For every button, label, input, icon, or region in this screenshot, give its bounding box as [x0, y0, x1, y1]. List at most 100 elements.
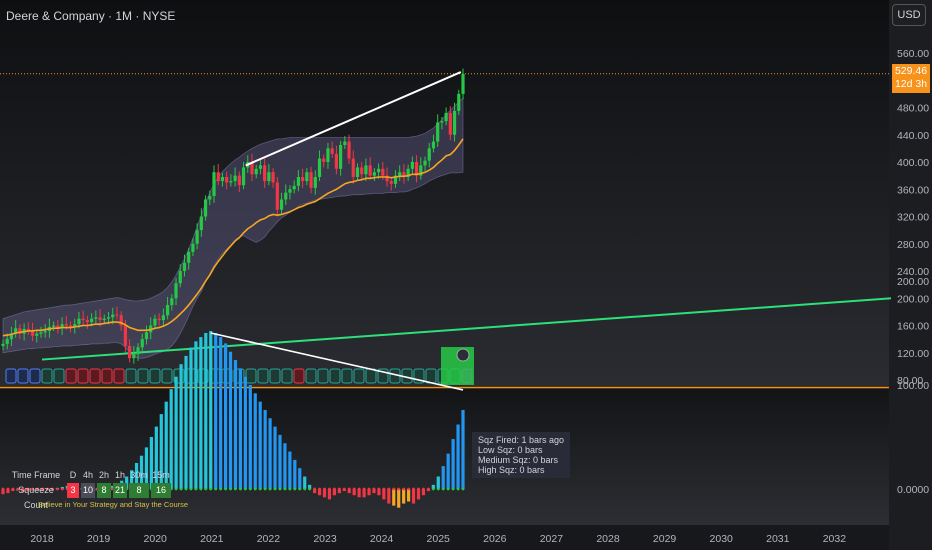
candle [26, 328, 30, 331]
momentum-bar [327, 489, 332, 500]
squeeze-dot [258, 487, 262, 491]
squeeze-count-cell: 3 [67, 483, 79, 498]
squeeze-dot [357, 487, 361, 491]
candle [237, 175, 241, 186]
signal-marker [137, 368, 149, 384]
momentum-bar [337, 489, 341, 494]
price-tick-label: 280.00 [897, 239, 929, 251]
currency-button[interactable]: USD [892, 4, 926, 26]
price-tick-label: 360.00 [897, 184, 929, 196]
momentum-bar [278, 434, 282, 489]
time-tick-label: 2028 [596, 533, 620, 545]
timeframe-cell: 2h [98, 470, 109, 480]
signal-marker [353, 368, 365, 384]
candle [140, 339, 144, 348]
squeeze-dot [1, 487, 5, 491]
squeeze-count-row: Squeeze Count 3 10 8 21 8 16 [6, 483, 188, 510]
momentum-bar [174, 376, 178, 489]
squeeze-dot [16, 487, 20, 491]
squeeze-info-box: Sqz Fired: 1 bars ago Low Sqz: 0 bars Me… [472, 432, 571, 478]
squeeze-dot [377, 487, 381, 491]
momentum-bar [362, 489, 366, 498]
candle [440, 121, 444, 123]
candle [132, 354, 136, 359]
squeeze-dot [342, 487, 346, 491]
momentum-tick-label: 100.00 [897, 380, 929, 392]
candle [284, 192, 288, 200]
squeeze-dot [323, 487, 326, 491]
squeeze-dot [402, 487, 406, 491]
time-tick-label: 2030 [710, 533, 734, 545]
momentum-bar [238, 368, 243, 489]
signal-marker [5, 368, 17, 384]
squeeze-dot [446, 487, 450, 491]
momentum-bar [223, 343, 228, 489]
squeeze-dot [422, 487, 425, 491]
momentum-bar [461, 409, 465, 489]
candle [98, 317, 102, 321]
momentum-bar [372, 489, 376, 494]
signal-marker [257, 368, 269, 384]
signal-marker [125, 368, 137, 384]
momentum-bar [298, 468, 302, 489]
candle [457, 93, 461, 111]
squeeze-dot [229, 487, 232, 491]
momentum-bar [397, 489, 401, 508]
squeeze-dot [461, 487, 465, 491]
squeeze-dot [184, 487, 188, 491]
momentum-bar [149, 437, 153, 489]
signal-marker [365, 368, 377, 384]
support-trendline [41, 297, 892, 361]
squeeze-dot [303, 487, 307, 491]
squeeze-dot [199, 487, 203, 491]
signal-marker [245, 368, 257, 384]
price-tick-label: 240.00 [897, 266, 929, 278]
squeeze-dot [268, 487, 272, 491]
candle [212, 172, 216, 197]
squeeze-dot [298, 487, 302, 491]
momentum-tick-label: 0.0000 [897, 484, 929, 496]
squeeze-table: Time Frame D 4h 2h 1h 30m 15m Squeeze Co… [6, 468, 188, 510]
candle [52, 325, 56, 327]
momentum-bar [194, 341, 198, 489]
candle [322, 158, 326, 162]
candle [385, 175, 389, 182]
ema-line [2, 138, 464, 337]
candle [398, 172, 402, 176]
squeeze-dot [382, 487, 386, 491]
squeeze-dot [209, 487, 213, 491]
candle [419, 165, 423, 176]
candle [225, 176, 229, 183]
momentum-bar [209, 330, 213, 489]
info-line: Low Sqz: 0 bars [478, 445, 543, 455]
signal-marker [101, 368, 113, 384]
squeeze-dot [36, 487, 40, 491]
last-price-tag: 529.46 12d 3h [892, 64, 930, 93]
timeframe-cell: D [69, 470, 77, 480]
candle [182, 262, 187, 271]
squeeze-dot [293, 487, 297, 491]
signal-marker [65, 368, 77, 384]
momentum-bar [253, 393, 257, 489]
candle [250, 162, 254, 175]
candle [452, 110, 457, 135]
candle [233, 175, 237, 182]
candle [136, 347, 140, 355]
candle [191, 243, 195, 252]
candle [144, 332, 149, 340]
candle [39, 332, 43, 334]
candle [423, 160, 427, 166]
momentum-bar [184, 355, 188, 489]
signal-marker [329, 368, 341, 384]
time-tick-label: 2021 [200, 533, 224, 545]
squeeze-dot [347, 487, 351, 491]
candle [68, 325, 73, 327]
squeeze-dot [31, 487, 35, 491]
momentum-bar [322, 489, 327, 498]
candle [199, 216, 203, 231]
resistance-trendline [245, 71, 462, 167]
time-tick-label: 2019 [87, 533, 111, 545]
squeeze-dot [56, 487, 59, 491]
momentum-bar [406, 489, 411, 502]
momentum-bar [130, 470, 134, 489]
